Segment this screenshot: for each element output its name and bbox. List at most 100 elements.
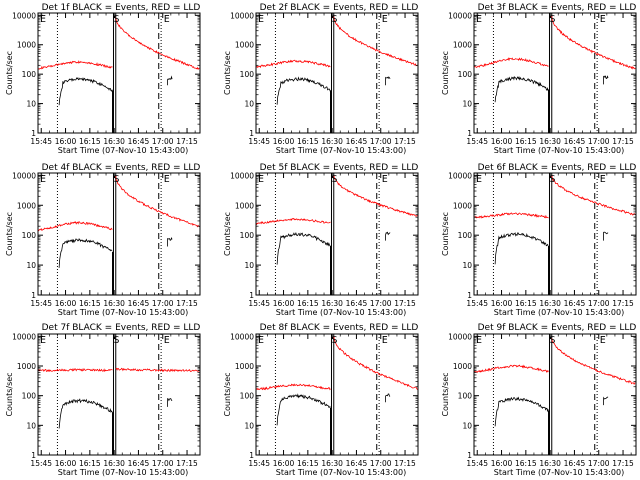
events-series-tail: [167, 75, 173, 86]
events-spike: [548, 173, 553, 295]
x-tick-label: 17:15: [176, 459, 198, 468]
panel-title: Det 9f BLACK = Events, RED = LLD: [478, 323, 637, 333]
marker-S: S: [332, 174, 338, 185]
x-tick-label: 17:15: [394, 137, 416, 146]
lld-series-decay: [333, 175, 418, 217]
lld-series-decay: [551, 338, 636, 385]
panel-det-8: Det 8f BLACK = Events, RED = LLD 1 10 100 10…: [223, 323, 419, 477]
x-tick-label: 15:45: [248, 459, 270, 468]
y-axis-label: Counts/sec: [5, 212, 14, 256]
events-spike: [548, 13, 553, 133]
y-tick-label: 10: [462, 100, 472, 109]
y-tick-label: 10000: [230, 171, 254, 180]
panel-title: Det 5f BLACK = Events, RED = LLD: [260, 163, 419, 173]
x-tick-label: 17:00: [370, 137, 392, 146]
y-axis-label: Counts/sec: [223, 51, 232, 95]
marker-E-end: E: [164, 335, 170, 346]
y-tick-label: 10000: [448, 11, 472, 20]
x-tick-label: 15:45: [466, 137, 488, 146]
lld-series-line: [256, 59, 331, 69]
marker-E-end: E: [164, 174, 170, 185]
x-axis-label: Start Time (07-Nov-10 15:43:00): [58, 468, 188, 477]
y-tick-label: 1: [467, 129, 472, 138]
x-tick-label: 16:45: [564, 137, 586, 146]
x-tick-label: 17:00: [370, 459, 392, 468]
x-tick-label: 17:15: [394, 299, 416, 308]
x-tick-label: 16:15: [297, 459, 319, 468]
x-tick-label: 16:45: [346, 459, 368, 468]
events-series-line: [494, 232, 549, 265]
x-tick-label: 17:15: [612, 137, 634, 146]
x-tick-label: 16:30: [539, 459, 561, 468]
x-tick-label: 16:00: [55, 137, 77, 146]
y-tick-label: 10: [26, 421, 36, 430]
x-tick-label: 16:00: [491, 137, 513, 146]
marker-E-start: E: [258, 174, 264, 185]
events-spike: [112, 334, 117, 455]
y-tick-label: 100: [458, 231, 473, 240]
events-series-line: [276, 76, 331, 105]
lld-series-line: [38, 367, 113, 373]
x-tick-label: 16:30: [539, 137, 561, 146]
y-axis-label: Counts/sec: [441, 51, 450, 95]
marker-E-start: E: [258, 14, 264, 25]
x-tick-label: 16:00: [273, 459, 295, 468]
x-tick-label: 17:00: [370, 299, 392, 308]
y-tick-label: 10: [26, 261, 36, 270]
x-tick-label: 16:15: [79, 137, 101, 146]
x-tick-label: 16:30: [103, 459, 125, 468]
y-tick-label: 1000: [235, 201, 254, 210]
events-series-line: [58, 238, 113, 268]
y-tick-label: 100: [22, 231, 37, 240]
plot-frame: [473, 333, 637, 456]
x-tick-label: 17:15: [612, 299, 634, 308]
events-series-tail: [603, 231, 609, 241]
y-tick-label: 100: [458, 392, 473, 401]
y-tick-label: 10000: [448, 332, 472, 341]
x-tick-label: 16:30: [321, 299, 343, 308]
x-tick-label: 15:45: [466, 459, 488, 468]
lld-series-line: [38, 221, 113, 232]
y-tick-label: 1000: [453, 201, 472, 210]
x-tick-label: 16:30: [103, 299, 125, 308]
lld-series-decay: [115, 176, 200, 228]
marker-S: S: [550, 335, 556, 346]
x-tick-label: 16:45: [128, 137, 150, 146]
events-series-tail: [167, 397, 173, 407]
x-tick-label: 16:30: [103, 137, 125, 146]
events-series-line: [494, 75, 549, 103]
lld-series-decay: [333, 336, 418, 390]
events-spike: [112, 173, 117, 295]
events-spike: [330, 334, 335, 455]
x-tick-label: 17:15: [612, 459, 634, 468]
marker-E-start: E: [40, 14, 46, 25]
x-axis-label: Start Time (07-Nov-10 15:43:00): [276, 146, 406, 155]
marker-E-end: E: [382, 335, 388, 346]
x-tick-label: 16:00: [55, 459, 77, 468]
events-series-line: [276, 393, 331, 426]
x-tick-label: 15:45: [248, 137, 270, 146]
lld-series-decay: [551, 16, 636, 70]
x-tick-label: 17:00: [152, 137, 174, 146]
plot-area: [256, 173, 418, 295]
y-tick-label: 1: [467, 451, 472, 460]
y-tick-label: 100: [240, 231, 255, 240]
x-tick-label: 16:00: [491, 299, 513, 308]
panel-det-3: Det 3f BLACK = Events, RED = LLD 1 10 100 10…: [441, 3, 637, 155]
plot-frame: [473, 172, 637, 296]
x-tick-label: 17:00: [588, 459, 610, 468]
x-tick-label: 16:15: [297, 299, 319, 308]
events-spike: [330, 173, 335, 295]
lld-series-line: [474, 57, 549, 69]
panel-title: Det 7f BLACK = Events, RED = LLD: [42, 323, 201, 333]
x-axis-label: Start Time (07-Nov-10 15:43:00): [276, 468, 406, 477]
marker-S: S: [550, 174, 556, 185]
x-tick-label: 17:00: [152, 459, 174, 468]
panel-title: Det 8f BLACK = Events, RED = LLD: [260, 323, 419, 333]
y-tick-label: 10: [462, 261, 472, 270]
events-series-tail: [603, 75, 609, 85]
x-tick-label: 17:15: [176, 299, 198, 308]
panel-title: Det 4f BLACK = Events, RED = LLD: [42, 163, 201, 173]
events-spike: [548, 334, 553, 455]
